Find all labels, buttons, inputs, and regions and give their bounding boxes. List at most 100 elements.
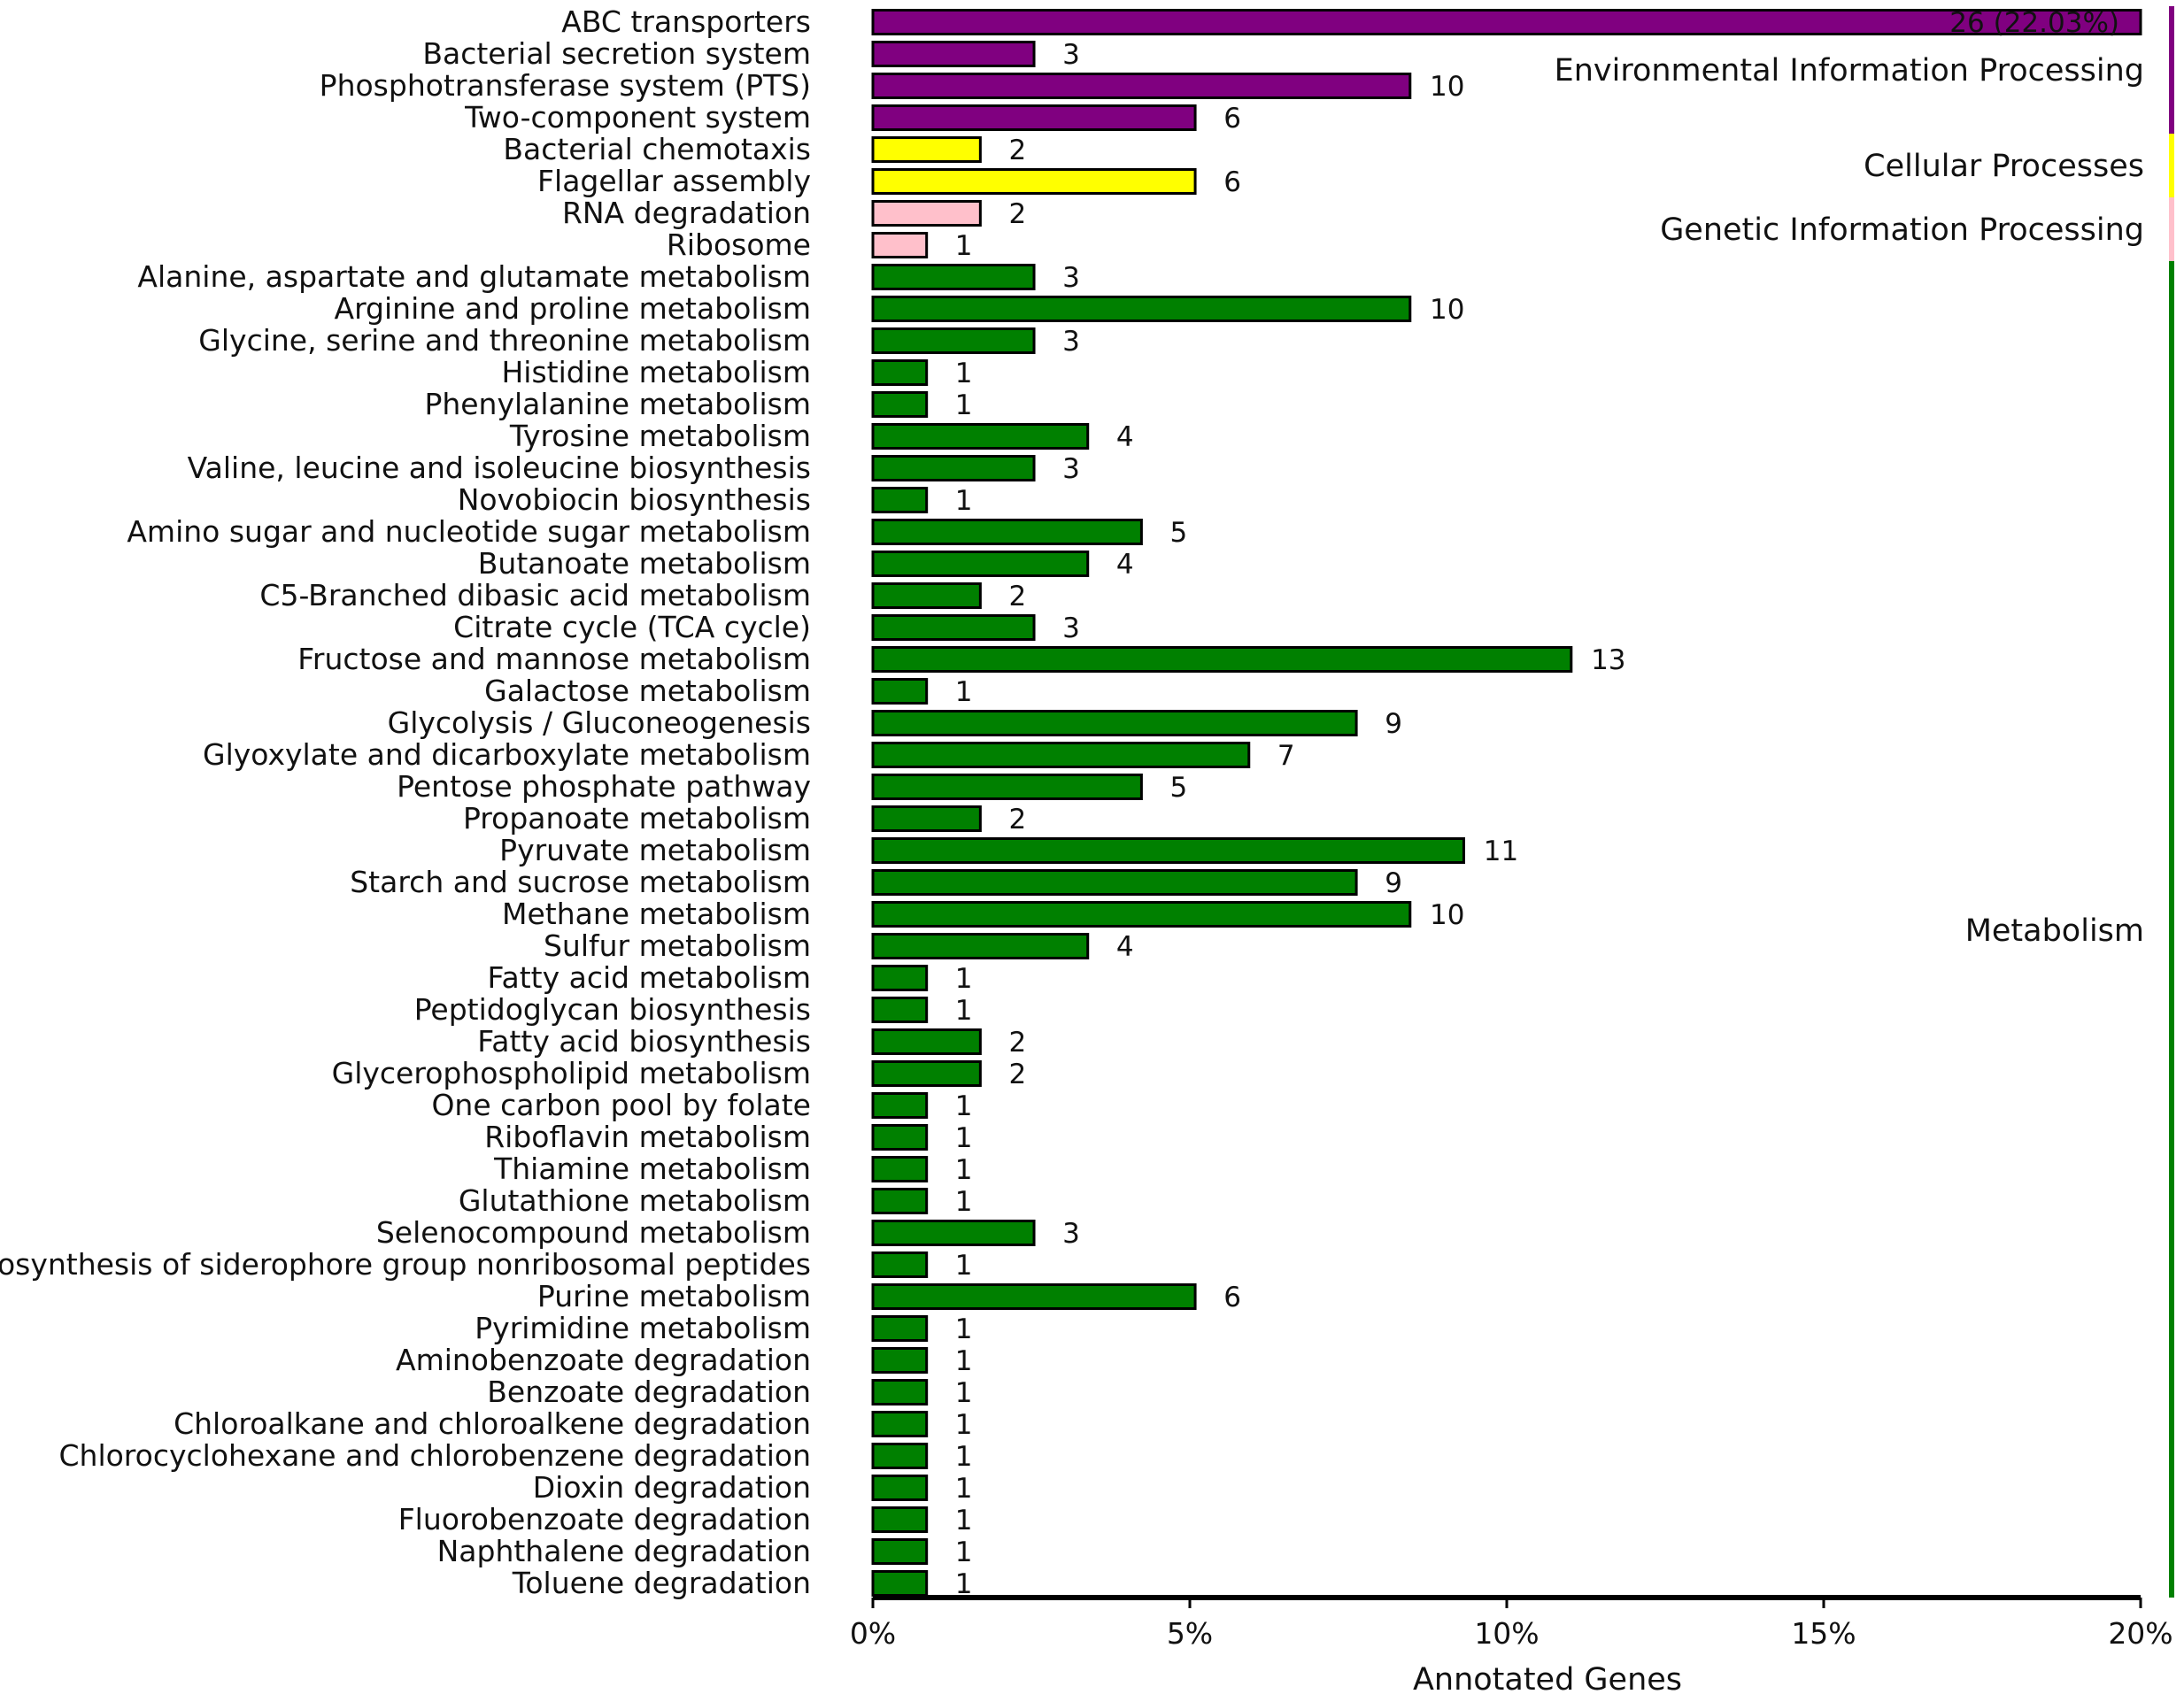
category-label: Peptidoglycan biosynthesis [414,992,811,1027]
value-label: 3 [1062,612,1080,644]
value-label: 3 [1062,453,1080,485]
bar [871,1506,929,1533]
bar [871,168,1197,195]
value-label: 1 [955,995,973,1027]
bar [871,1379,929,1405]
bar [871,551,1090,577]
value-label: 1 [955,1250,973,1282]
value-label: 2 [1008,135,1026,166]
category-label: Methane metabolism [502,897,811,931]
x-tick-label: 20% [2108,1616,2172,1651]
value-label: 4 [1116,549,1134,581]
bar [871,1060,982,1087]
value-label: 5 [1170,772,1188,804]
category-label: Phosphotransferase system (PTS) [320,68,811,103]
value-label: 2 [1008,1027,1026,1059]
category-label: Glycine, serine and threonine metabolism [198,323,811,358]
bar [871,41,1036,67]
bar [871,1028,982,1055]
category-label: Biosynthesis of siderophore group nonrib… [0,1247,811,1282]
value-label: 1 [955,358,973,389]
category-label: Two-component system [464,100,811,135]
value-label: 1 [955,1409,973,1441]
category-label: Purine metabolism [537,1279,811,1313]
value-label: 9 [1385,867,1402,899]
category-label: Fluorobenzoate degradation [398,1502,811,1536]
bar [871,774,1143,800]
value-label: 2 [1008,1059,1026,1090]
category-label: Arginine and proline metabolism [335,291,812,326]
category-label: Sulfur metabolism [544,928,811,963]
bar [871,901,1412,928]
value-label: 1 [955,676,973,708]
category-label: Alanine, aspartate and glutamate metabol… [137,259,811,294]
value-label: 4 [1116,421,1134,453]
group-label: Genetic Information Processing [1660,212,2144,248]
value-label: 10 [1430,294,1464,326]
category-label: Glycolysis / Gluconeogenesis [388,705,811,740]
category-label: ABC transporters [561,4,811,39]
value-label: 1 [955,1090,973,1122]
bar [871,1411,929,1437]
category-label: Bacterial secretion system [422,36,811,71]
bar [871,1538,929,1565]
category-label: Glycerophospholipid metabolism [332,1056,811,1090]
category-label: Pyruvate metabolism [499,833,811,867]
category-label: Chlorocyclohexane and chlorobenzene degr… [58,1438,811,1473]
bar [871,678,929,705]
category-label: Bacterial chemotaxis [503,132,811,166]
bar [871,933,1090,959]
value-labels-layer: 26 (22.03%)31062621310311431542313197521… [955,7,2119,1600]
category-label: Butanoate metabolism [478,546,811,581]
bar [871,1092,929,1119]
category-label: Chloroalkane and chloroalkene degradatio… [174,1406,811,1441]
category-label: Phenylalanine metabolism [424,387,811,421]
value-label: 1 [955,1154,973,1186]
value-label: 6 [1223,103,1241,135]
category-label: Citrate cycle (TCA cycle) [453,610,811,644]
x-tick-label: 0% [850,1616,896,1651]
bar [871,73,1412,99]
category-label: Dioxin degradation [533,1470,811,1505]
category-label: Pyrimidine metabolism [475,1311,811,1345]
value-label: 1 [955,1441,973,1473]
bar [871,1283,1197,1310]
category-label: Toluene degradation [512,1566,811,1600]
category-label: Propanoate metabolism [463,801,811,836]
bar [871,519,1143,545]
bar [871,359,929,386]
value-label: 3 [1062,1218,1080,1250]
bar [871,1475,929,1501]
value-label: 1 [955,1313,973,1345]
x-axis: 0% 5% 10% 15% 20% [850,1595,2173,1651]
value-label: 1 [955,1186,973,1218]
value-label: 13 [1591,644,1625,676]
category-label: Valine, leucine and isoleucine biosynthe… [188,451,811,485]
value-label: 1 [955,1505,973,1536]
bar [871,965,929,991]
bar [871,423,1090,450]
value-label: 1 [955,1473,973,1505]
bar [871,997,929,1023]
bar [871,646,1573,673]
category-label: RNA degradation [562,196,811,230]
value-label: 9 [1385,708,1402,740]
category-label: Fatty acid metabolism [488,960,811,995]
bar [871,837,1465,864]
x-axis-title: Annotated Genes [1413,1662,1682,1698]
category-label: C5-Branched dibasic acid metabolism [259,578,811,612]
x-tick-label: 5% [1167,1616,1213,1651]
bar [871,455,1036,481]
category-label: Benzoate degradation [487,1375,811,1409]
bar [871,232,929,258]
value-label: 1 [955,963,973,995]
group-label: Cellular Processes [1864,149,2144,184]
value-label: 6 [1223,166,1241,198]
bar [871,327,1036,354]
bar [871,9,2142,35]
category-label: Selenocompound metabolism [376,1215,811,1250]
category-label: Ribosome [667,227,811,262]
bar [871,136,982,163]
category-label: Glyoxylate and dicarboxylate metabolism [203,737,811,772]
value-label: 2 [1008,804,1026,836]
